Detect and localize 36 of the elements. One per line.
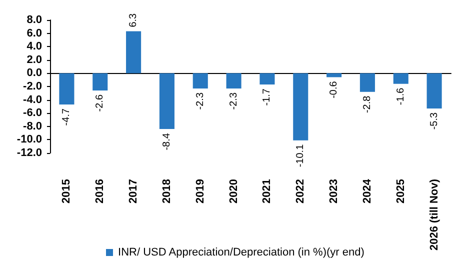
data-label: 6.3: [128, 12, 140, 28]
data-label: -2.3: [228, 92, 240, 110]
x-tick-label: 2020: [228, 179, 240, 204]
y-tick-label: -12.0: [16, 147, 42, 159]
x-tick-label: 2016: [94, 179, 106, 204]
data-label: -10.1: [295, 144, 306, 168]
x-tick-label: 2018: [160, 179, 173, 204]
x-tick-label: 2017: [128, 179, 140, 204]
x-tick-label: 2015: [60, 179, 73, 204]
y-tick-label: -4.0: [23, 94, 42, 106]
legend-label: INR/ USD Appreciation/Depreciation (in %)(yr end): [118, 246, 364, 258]
data-label: -4.7: [61, 108, 72, 126]
y-tick-label: 8.0: [26, 14, 42, 26]
data-label: -2.3: [194, 92, 206, 110]
data-label: -2.6: [94, 94, 106, 112]
x-tick-label: 2022: [294, 179, 307, 204]
data-label: -5.3: [428, 112, 440, 130]
data-label: -1.7: [262, 88, 273, 106]
data-label: -8.4: [161, 132, 172, 150]
x-tick-label: 2024: [361, 178, 374, 204]
y-tick-label: 2.0: [26, 54, 42, 66]
x-tick-label: 2025: [394, 179, 407, 204]
x-tick-label: 2026 (till Nov): [428, 178, 440, 251]
x-tick-label: 2021: [261, 179, 274, 204]
x-tick-label: 2019: [194, 179, 206, 204]
x-tick-label: 2023: [328, 179, 340, 204]
y-tick-label: 6.0: [26, 27, 42, 40]
y-tick-label: -10.0: [16, 134, 42, 146]
y-tick-label: -8.0: [23, 120, 42, 132]
data-label: -2.8: [362, 95, 373, 114]
y-tick-label: -6.0: [23, 107, 42, 120]
data-label: -0.6: [328, 80, 340, 98]
y-tick-label: 0.0: [26, 67, 42, 80]
y-tick-label: -2.0: [23, 80, 42, 92]
y-tick-label: 4.0: [26, 40, 42, 53]
data-label: -1.6: [395, 87, 406, 106]
